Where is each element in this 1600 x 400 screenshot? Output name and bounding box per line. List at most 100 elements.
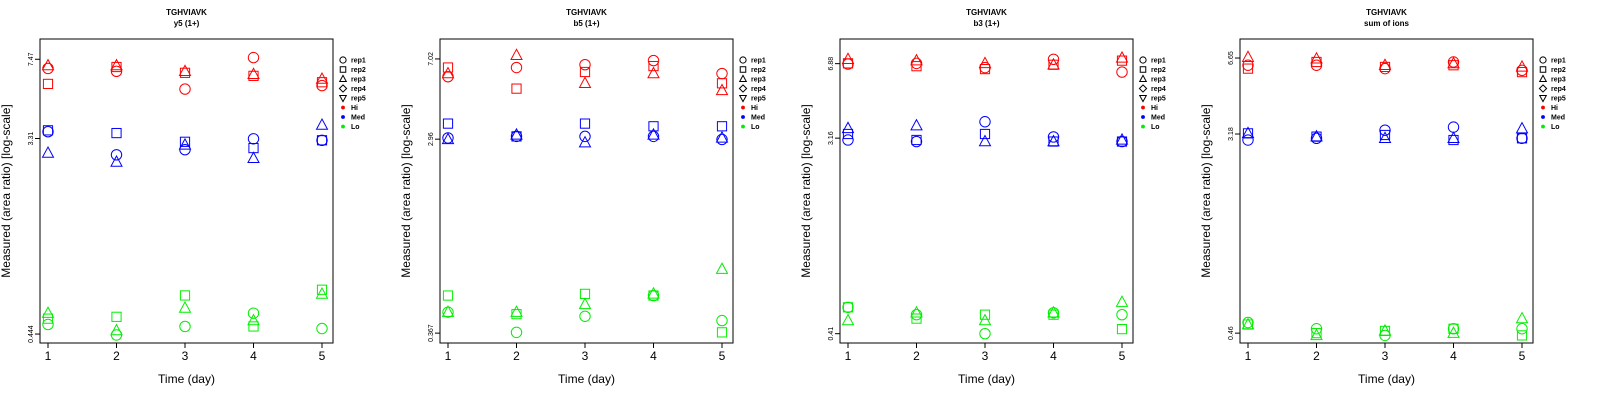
plot-frame xyxy=(439,38,734,344)
legend-symbol-lo xyxy=(741,124,745,129)
data-point-hi-rep1 xyxy=(442,70,454,83)
legend-label: rep1 xyxy=(1551,58,1566,65)
data-point-med-rep1 xyxy=(1516,132,1528,145)
chart-svg: TGHVIAVK b5 (1+) 1 2 3 4 5 Time (day) 0.367 2.96 7… xyxy=(400,8,766,386)
legend-label: Med xyxy=(751,115,765,122)
data-point-med-rep2 xyxy=(1379,129,1391,141)
data-point-hi-rep2 xyxy=(911,61,922,72)
data-point-hi-rep1 xyxy=(1047,53,1060,65)
chart-subtitle: b3 (1+) xyxy=(973,19,999,28)
data-point-lo-rep1 xyxy=(1516,323,1528,335)
data-point-lo-rep1 xyxy=(179,320,191,333)
data-point-med-rep3 xyxy=(1447,131,1460,144)
data-point-hi-rep3 xyxy=(647,66,660,79)
y-tick-label: 6.65 xyxy=(1228,51,1235,65)
data-point-lo-rep1 xyxy=(247,307,260,319)
y-tick-label: 7.02 xyxy=(428,52,435,66)
legend-label: rep2 xyxy=(751,67,766,74)
data-point-hi-rep3 xyxy=(110,58,123,71)
legend-label: Med xyxy=(351,115,365,122)
y-tick-label: 3.31 xyxy=(28,132,35,146)
y-tick-label: 6.88 xyxy=(828,57,835,71)
data-point-hi-rep3 xyxy=(910,53,923,66)
legend-symbol-rep5 xyxy=(1138,94,1148,103)
data-point-hi-rep3 xyxy=(578,76,592,89)
x-tick-label: 5 xyxy=(1519,349,1526,363)
data-point-med-rep1 xyxy=(1379,124,1391,136)
chart-title: TGHVIAVK xyxy=(1366,8,1407,17)
data-point-lo-rep2 xyxy=(911,313,922,324)
legend-symbol-hi xyxy=(1141,105,1145,110)
data-point-hi-rep2 xyxy=(1448,60,1459,71)
data-point-lo-rep3 xyxy=(41,306,55,318)
x-tick-label: 5 xyxy=(1119,349,1126,363)
legend-symbol-rep3 xyxy=(738,74,748,83)
chart-title: TGHVIAVK xyxy=(166,8,207,17)
legend-label: rep5 xyxy=(351,96,366,103)
legend-label: Hi xyxy=(751,105,758,112)
legend-label: Lo xyxy=(1551,124,1560,131)
y-axis-label: Measured (area ratio) [log-scale] xyxy=(400,104,413,277)
data-point-med-rep2 xyxy=(1116,136,1128,147)
y-tick-label: 0.46 xyxy=(1228,326,1235,340)
legend-symbol-rep5 xyxy=(338,94,348,103)
legend-label: rep5 xyxy=(1551,96,1566,103)
legend-label: Lo xyxy=(1151,124,1160,131)
data-point-lo-rep3 xyxy=(247,313,260,326)
legend-label: Med xyxy=(1551,115,1565,122)
legend-label: rep1 xyxy=(351,58,366,65)
data-point-hi-rep2 xyxy=(111,61,122,73)
data-point-lo-rep2 xyxy=(979,309,991,320)
legend-label: Hi xyxy=(1151,105,1158,112)
legend-symbol-rep4 xyxy=(738,84,748,93)
legend-symbol-rep2 xyxy=(339,66,347,73)
y-tick-label: 0.41 xyxy=(828,327,835,341)
y-axis-label: Measured (area ratio) [log-scale] xyxy=(800,104,813,277)
data-point-med-rep2 xyxy=(979,128,991,140)
x-tick-label: 2 xyxy=(513,349,520,363)
chart-title: TGHVIAVK xyxy=(966,8,1007,17)
data-point-hi-rep3 xyxy=(841,52,855,64)
data-point-med-rep2 xyxy=(911,134,922,146)
data-point-hi-rep2 xyxy=(1242,63,1254,74)
legend-symbol-med xyxy=(341,115,345,119)
data-point-med-rep3 xyxy=(110,154,123,167)
legend-label: rep3 xyxy=(1551,77,1566,84)
data-point-med-rep2 xyxy=(648,121,659,132)
legend-label: rep4 xyxy=(751,86,766,93)
data-point-lo-rep1 xyxy=(1447,323,1460,335)
x-tick-label: 1 xyxy=(1245,349,1252,363)
x-tick-label: 2 xyxy=(913,349,920,363)
legend-symbol-rep5 xyxy=(1538,94,1548,103)
data-point-lo-rep2 xyxy=(648,290,659,301)
legend-label: Hi xyxy=(351,105,358,112)
chart-panel: TGHVIAVK b3 (1+) 1 2 3 4 5 Time (day) 0.41 3.16 6.… xyxy=(800,0,1200,400)
data-point-lo-rep2 xyxy=(1116,324,1128,335)
data-point-med-rep3 xyxy=(247,151,260,164)
data-point-hi-rep3 xyxy=(978,56,992,69)
legend: rep1 rep2 rep3 rep4 rep5 Hi Med Lo xyxy=(738,56,766,131)
data-point-hi-rep1 xyxy=(716,67,728,80)
data-point-med-rep3 xyxy=(441,132,455,145)
data-point-hi-rep1 xyxy=(179,83,191,95)
data-point-med-rep2 xyxy=(1448,134,1459,146)
data-point-hi-rep1 xyxy=(1310,59,1323,71)
legend-label: Lo xyxy=(751,124,760,131)
y-tick-label: 0.444 xyxy=(28,325,35,343)
legend-symbol-med xyxy=(741,115,745,119)
data-point-hi-rep1 xyxy=(247,51,260,64)
data-point-lo-rep2 xyxy=(248,321,259,332)
data-point-med-rep3 xyxy=(1241,126,1255,139)
legend: rep1 rep2 rep3 rep4 rep5 Hi Med Lo xyxy=(1538,56,1566,131)
data-point-hi-rep1 xyxy=(910,57,923,70)
data-point-med-rep1 xyxy=(842,134,854,146)
legend: rep1 rep2 rep3 rep4 rep5 Hi Med Lo xyxy=(1138,56,1166,131)
chart-svg: TGHVIAVK y5 (1+) 1 2 3 4 5 Time (day) 0.444 3.31 7… xyxy=(0,8,366,386)
data-point-lo-rep3 xyxy=(978,313,992,326)
data-point-lo-rep1 xyxy=(316,322,328,335)
data-point-lo-rep1 xyxy=(510,326,523,339)
data-point-med-rep3 xyxy=(41,146,55,158)
data-point-med-rep3 xyxy=(715,130,729,143)
data-point-lo-rep3 xyxy=(841,313,855,326)
